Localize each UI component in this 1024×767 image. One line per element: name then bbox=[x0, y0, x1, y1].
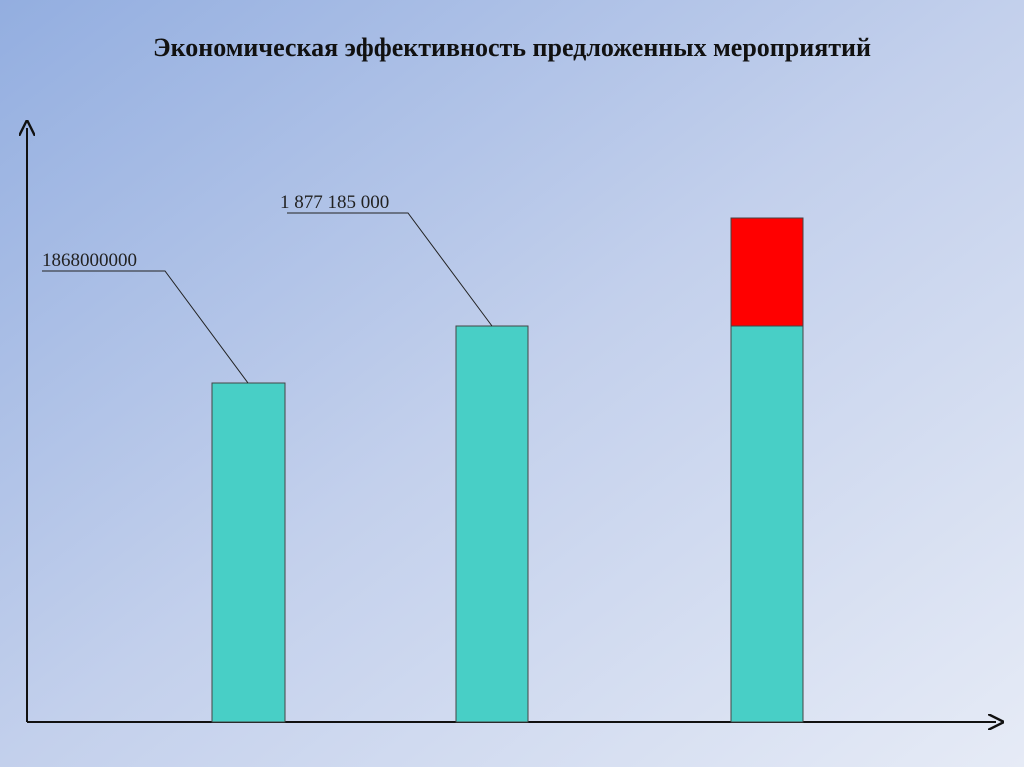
bar bbox=[211, 382, 286, 723]
title: Экономическая эффективность предложенных… bbox=[153, 33, 871, 62]
bar bbox=[455, 325, 529, 723]
data-label: 1 877 185 000 bbox=[280, 192, 389, 213]
bar bbox=[730, 325, 804, 723]
data-label: 1868000000 bbox=[42, 250, 137, 271]
leader-line bbox=[287, 212, 493, 327]
leader-line bbox=[42, 270, 249, 384]
bar-segment bbox=[730, 217, 804, 327]
